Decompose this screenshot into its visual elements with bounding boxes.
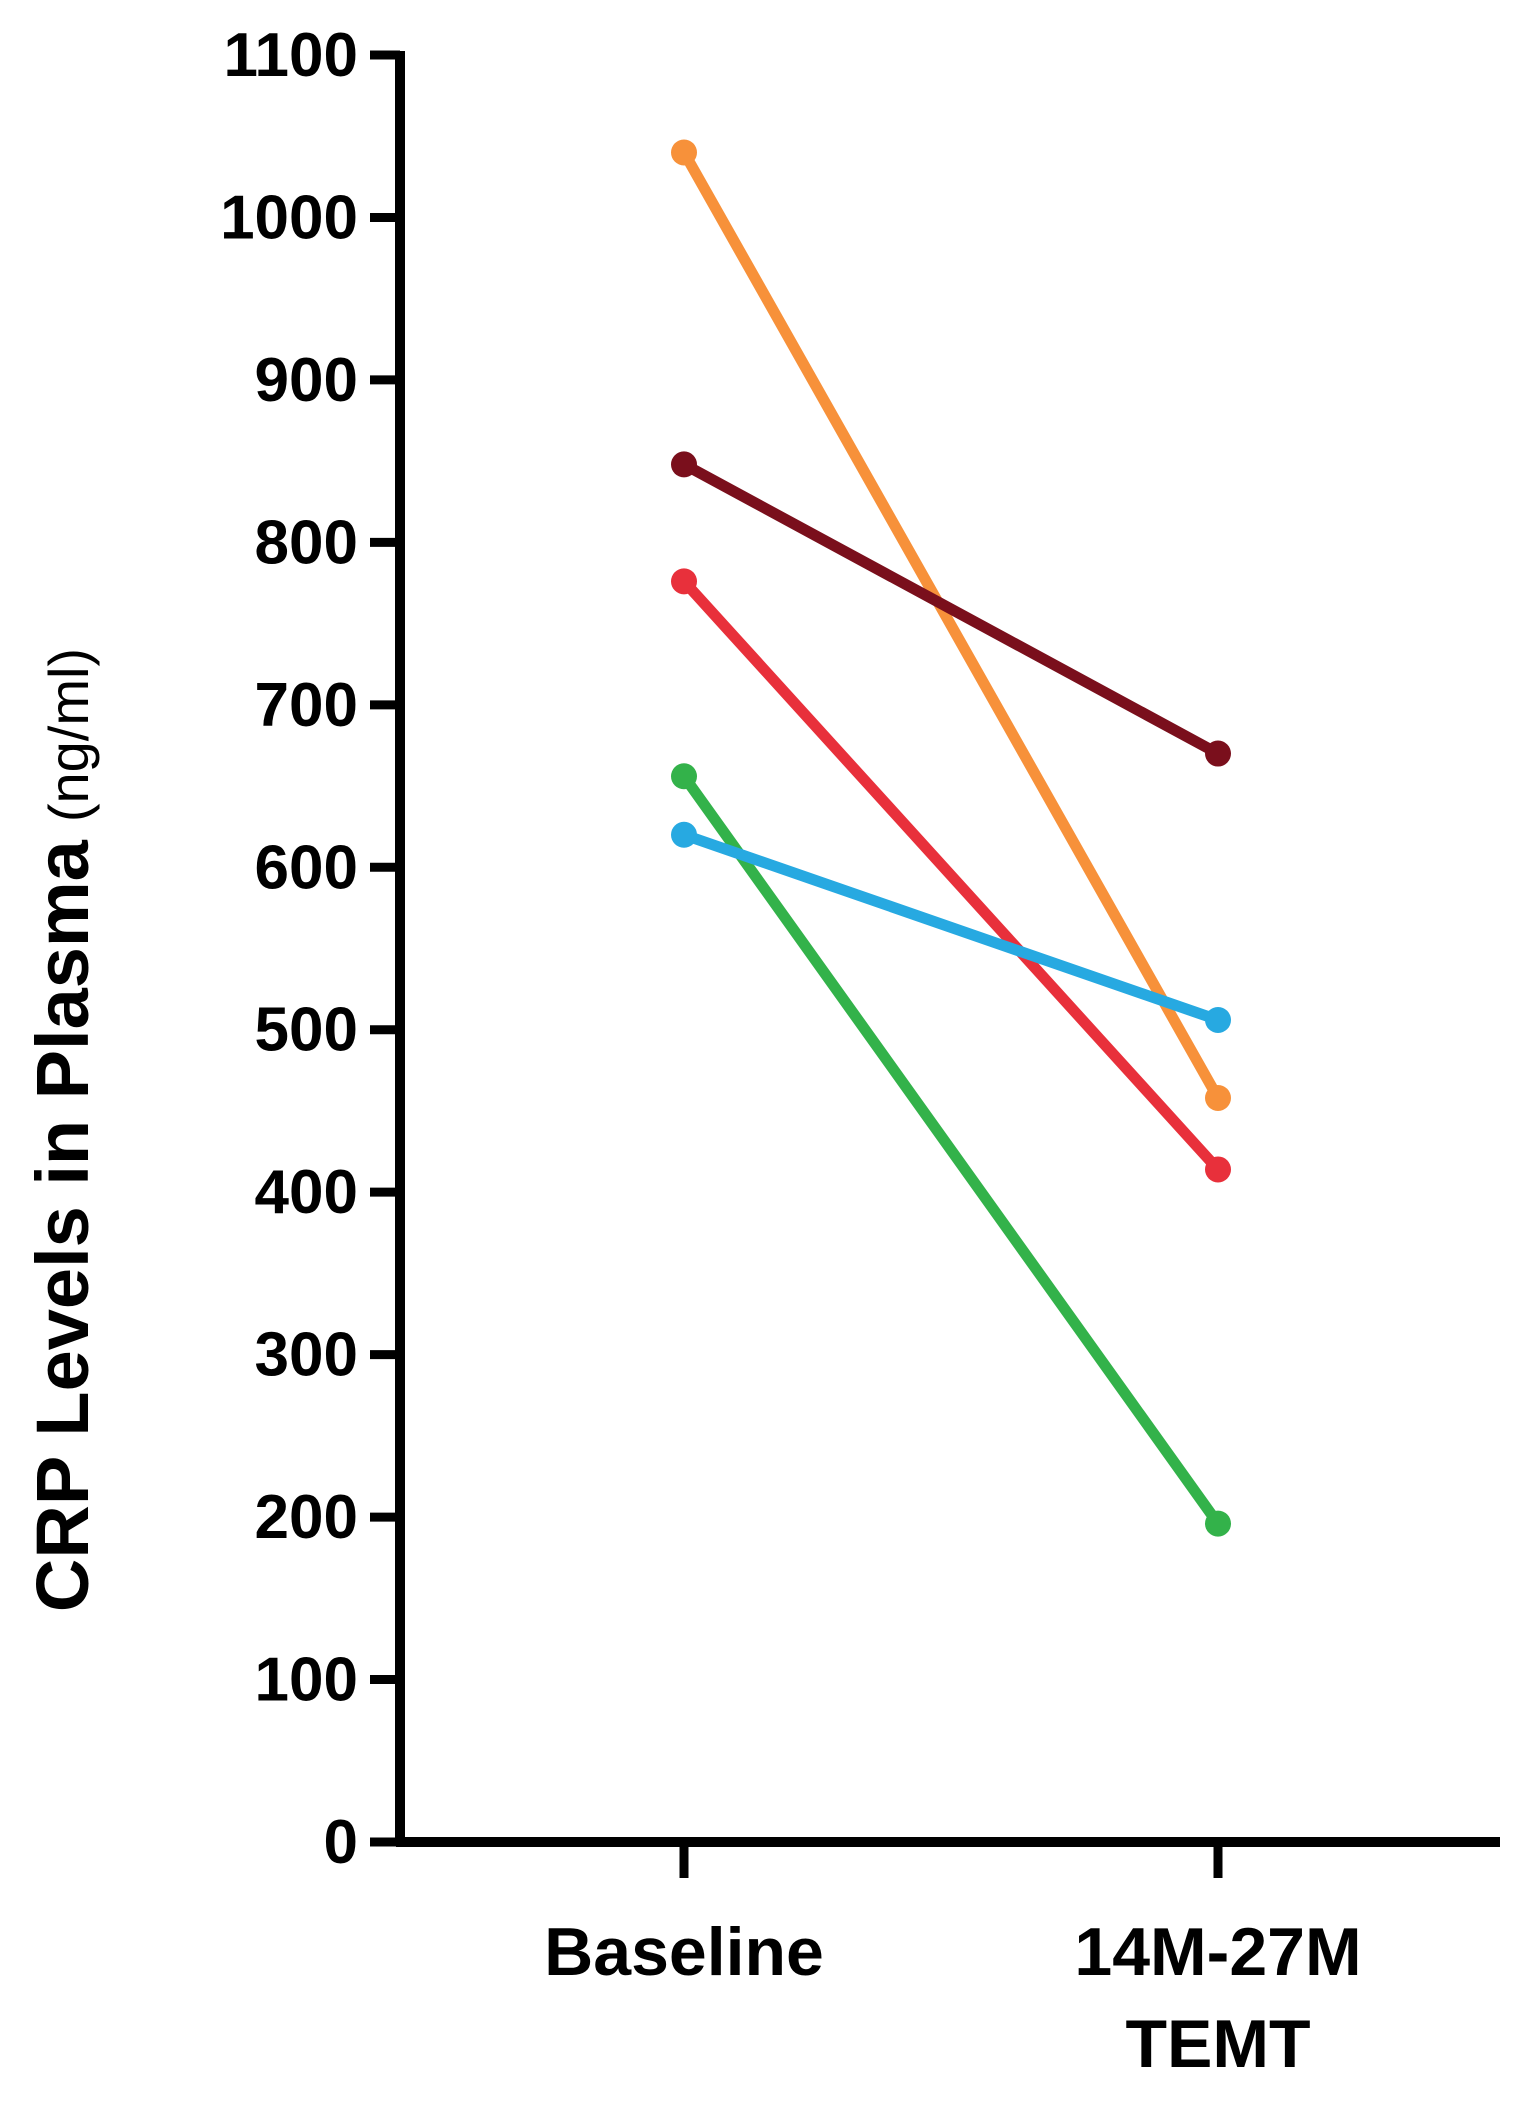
data-point bbox=[671, 821, 697, 848]
data-point bbox=[671, 139, 697, 166]
data-point bbox=[1205, 1510, 1231, 1537]
y-axis: 0 100 200 300 400 500 600 700 800 900 1000 1100 bbox=[220, 21, 405, 1877]
y-tick-label: 200 bbox=[255, 1483, 358, 1552]
data-point bbox=[1205, 1084, 1231, 1111]
y-tick-label: 700 bbox=[255, 671, 358, 740]
series-line bbox=[678, 146, 1224, 1104]
series-line bbox=[678, 575, 1224, 1175]
x-tick-label: 14M-27M bbox=[1074, 1914, 1361, 1990]
y-tick-label: 1000 bbox=[220, 183, 358, 252]
data-point bbox=[1205, 740, 1231, 767]
series-line bbox=[678, 829, 1224, 1026]
y-axis-unit: (ng/ml) bbox=[37, 648, 100, 822]
series-3 bbox=[671, 568, 1231, 1183]
y-axis-label: CRP Levels in Plasma (ng/ml) bbox=[21, 648, 104, 1612]
series-layer bbox=[671, 139, 1231, 1537]
y-tick-label: 600 bbox=[255, 833, 358, 902]
y-axis-title: CRP Levels in Plasma bbox=[21, 839, 104, 1612]
data-point bbox=[671, 568, 697, 595]
y-tick-label: 0 bbox=[324, 1808, 358, 1877]
y-tick-label: 800 bbox=[255, 508, 358, 577]
x-axis: Baseline 14M-27M TEMT bbox=[396, 1837, 1500, 2082]
y-tick-label: 400 bbox=[255, 1158, 358, 1227]
series-1 bbox=[671, 139, 1231, 1111]
data-point bbox=[1205, 1006, 1231, 1033]
data-point bbox=[1205, 1156, 1231, 1183]
x-tick-label: Baseline bbox=[544, 1914, 824, 1990]
y-tick-label: 1100 bbox=[223, 21, 358, 90]
series-2 bbox=[671, 451, 1231, 767]
data-point bbox=[671, 763, 697, 790]
y-tick-label: 500 bbox=[255, 996, 358, 1065]
series-5 bbox=[671, 821, 1231, 1033]
series-line bbox=[678, 770, 1224, 1530]
y-tick-label: 900 bbox=[255, 346, 358, 415]
data-point bbox=[671, 451, 697, 478]
y-tick-label: 300 bbox=[255, 1321, 358, 1390]
x-tick-label: TEMT bbox=[1125, 2006, 1310, 2082]
series-4 bbox=[671, 763, 1231, 1537]
series-line bbox=[678, 458, 1224, 760]
y-tick-label: 100 bbox=[255, 1646, 358, 1715]
